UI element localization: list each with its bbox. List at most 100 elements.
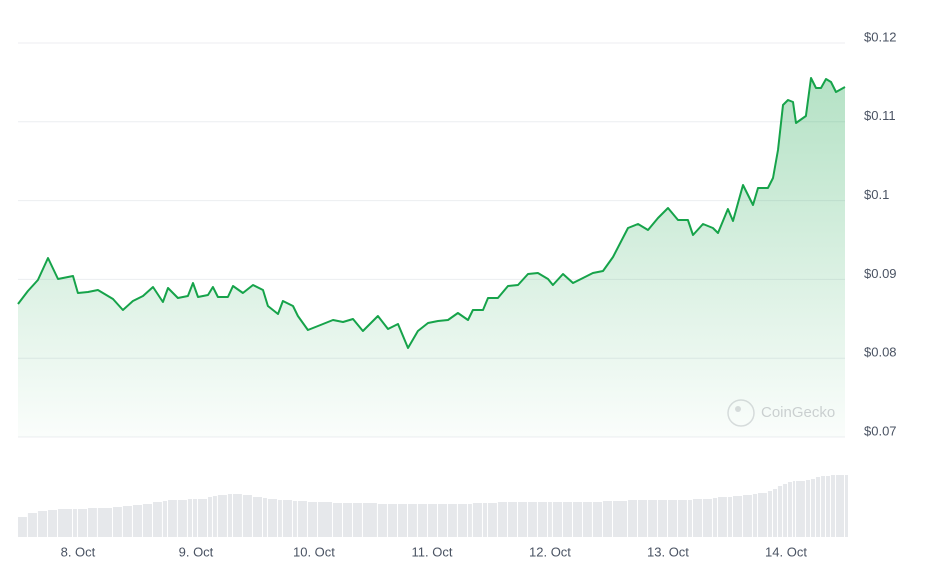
volume-bar	[845, 475, 848, 537]
volume-bar	[805, 480, 811, 537]
volume-bar	[297, 501, 307, 537]
y-tick-label: $0.1	[864, 187, 889, 202]
volume-bar	[562, 502, 572, 537]
volume-bar	[830, 475, 836, 537]
volume-bar	[153, 502, 162, 537]
volume-bar	[307, 502, 317, 537]
volume-bar	[362, 503, 377, 537]
volume-bar	[122, 506, 132, 537]
volume-bar	[472, 503, 482, 537]
volume-bar	[37, 511, 47, 537]
price-line	[17, 77, 846, 349]
volume-bar	[811, 479, 815, 537]
y-tick-label: $0.09	[864, 266, 897, 281]
volume-bar	[212, 496, 217, 537]
x-tick-label: 10. Oct	[293, 544, 335, 559]
volume-bar	[427, 504, 437, 537]
volume-bar	[227, 494, 233, 537]
volume-bar	[193, 499, 197, 537]
volume-bar	[282, 500, 292, 537]
volume-bar	[417, 504, 427, 537]
volume-bar	[267, 499, 277, 537]
volume-bar	[72, 509, 77, 537]
volume-bar	[482, 503, 488, 537]
volume-bar	[528, 502, 537, 537]
volume-bar	[142, 504, 153, 537]
volume-bar	[727, 497, 733, 537]
volume-bar	[448, 504, 457, 537]
volume-bar	[177, 500, 187, 537]
volume-bar	[507, 502, 517, 537]
volume-bar	[792, 481, 796, 537]
volume-bar	[758, 493, 767, 537]
volume-bar	[687, 500, 693, 537]
volume-bar	[252, 497, 262, 537]
volume-bar	[648, 500, 657, 537]
volume-bar	[27, 513, 37, 537]
volume-bar	[583, 502, 592, 537]
volume-bar	[207, 497, 212, 537]
volume-bar	[377, 504, 387, 537]
volume-bar	[815, 477, 821, 537]
volume-bar	[537, 502, 547, 537]
volume-bar	[612, 501, 627, 537]
volume-bar	[733, 496, 743, 537]
volume-bar	[497, 502, 507, 537]
volume-bar	[712, 498, 718, 537]
watermark: CoinGecko	[727, 399, 835, 427]
volume-bar	[572, 502, 583, 537]
volume-bar	[397, 504, 408, 537]
volume-bar	[132, 505, 142, 537]
x-tick-label: 11. Oct	[411, 544, 452, 559]
watermark-text: CoinGecko	[761, 404, 835, 421]
y-tick-label: $0.08	[864, 345, 897, 360]
volume-bar	[777, 486, 783, 537]
volume-bar	[77, 509, 87, 537]
volume-bar	[638, 500, 648, 537]
volume-bar	[752, 494, 758, 537]
volume-bar	[162, 501, 167, 537]
volume-bar	[467, 504, 472, 537]
volume-bar	[592, 502, 602, 537]
volume-bar	[342, 503, 353, 537]
volume-bar	[552, 502, 562, 537]
x-tick-label: 13. Oct	[647, 544, 689, 559]
volume-bar	[773, 489, 777, 537]
volume-bar	[233, 494, 242, 537]
x-tick-label: 12. Oct	[529, 544, 571, 559]
volume-bar	[387, 504, 397, 537]
volume-bar	[47, 510, 58, 537]
volume-bar	[678, 500, 687, 537]
x-tick-label: 14. Oct	[765, 544, 807, 559]
volume-bar	[317, 502, 332, 537]
x-tick-label: 9. Oct	[179, 544, 214, 559]
volume-bar	[18, 517, 27, 537]
volume-bar	[788, 482, 792, 537]
y-tick-label: $0.07	[864, 423, 897, 438]
volume-bar	[457, 504, 467, 537]
y-tick-label: $0.11	[864, 108, 896, 123]
volume-bar	[718, 497, 727, 537]
y-tick-label: $0.12	[864, 29, 897, 44]
volume-bar	[262, 498, 267, 537]
volume-bar	[767, 491, 773, 537]
volume-bar	[437, 504, 448, 537]
volume-bar	[292, 501, 297, 537]
volume-bar	[627, 500, 638, 537]
volume-bar	[408, 504, 417, 537]
area-fill	[18, 78, 845, 437]
volume-bar	[743, 495, 752, 537]
volume-bar	[693, 499, 703, 537]
volume-bar	[112, 507, 122, 537]
volume-bar	[517, 502, 528, 537]
volume-bar	[703, 499, 712, 537]
volume-bar	[826, 476, 830, 537]
volume-bar	[547, 502, 552, 537]
volume-bar	[657, 500, 667, 537]
volume-bar	[332, 503, 342, 537]
volume-bar	[97, 508, 112, 537]
volume-bar	[167, 500, 177, 537]
volume-bar	[58, 509, 72, 537]
volume-bar	[796, 481, 805, 537]
